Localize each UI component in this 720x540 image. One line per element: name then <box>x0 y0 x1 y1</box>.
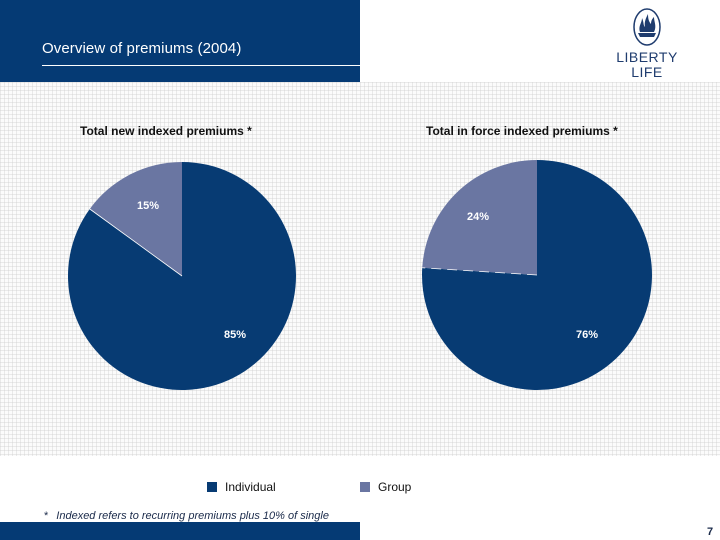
legend-label-individual: Individual <box>225 480 276 494</box>
logo-text-life: LIFE <box>631 64 663 80</box>
pie-chart-new-premiums <box>67 162 296 390</box>
pie-label-group-in-force: 24% <box>467 211 490 223</box>
pie-label-individual-in-force: 76% <box>576 329 599 341</box>
pie-chart-in-force-premiums <box>422 160 653 390</box>
flame-emblem-icon <box>633 8 661 46</box>
chart-title-in-force-premiums: Total in force indexed premiums * <box>426 124 618 138</box>
pie-label-individual-new: 85% <box>224 329 247 341</box>
page-title: Overview of premiums (2004) <box>42 40 242 57</box>
chart-title-new-premiums: Total new indexed premiums * <box>80 124 252 138</box>
logo-text-liberty: LIBERTY <box>616 49 678 65</box>
title-underline <box>42 65 360 66</box>
pie-slice-group <box>89 162 182 276</box>
legend-swatch-individual <box>207 482 217 492</box>
legend-item-group: Group <box>360 480 411 494</box>
footnote-text: Indexed refers to recurring premiums plu… <box>56 510 329 522</box>
legend-swatch-group <box>360 482 370 492</box>
legend-item-individual: Individual <box>207 480 276 494</box>
footer-bar <box>0 522 360 540</box>
pie-label-group-new: 15% <box>137 200 160 212</box>
pie-slice-individual <box>422 160 653 390</box>
footnote: * Indexed refers to recurring premiums pl… <box>44 510 329 522</box>
liberty-life-logo: LIBERTY LIFE <box>612 8 682 80</box>
header-banner: Overview of premiums (2004) <box>0 0 360 82</box>
legend-label-group: Group <box>378 480 412 494</box>
pie-slice-group <box>422 160 537 275</box>
page-number: 7 <box>707 526 714 538</box>
footnote-marker: * <box>44 510 49 522</box>
